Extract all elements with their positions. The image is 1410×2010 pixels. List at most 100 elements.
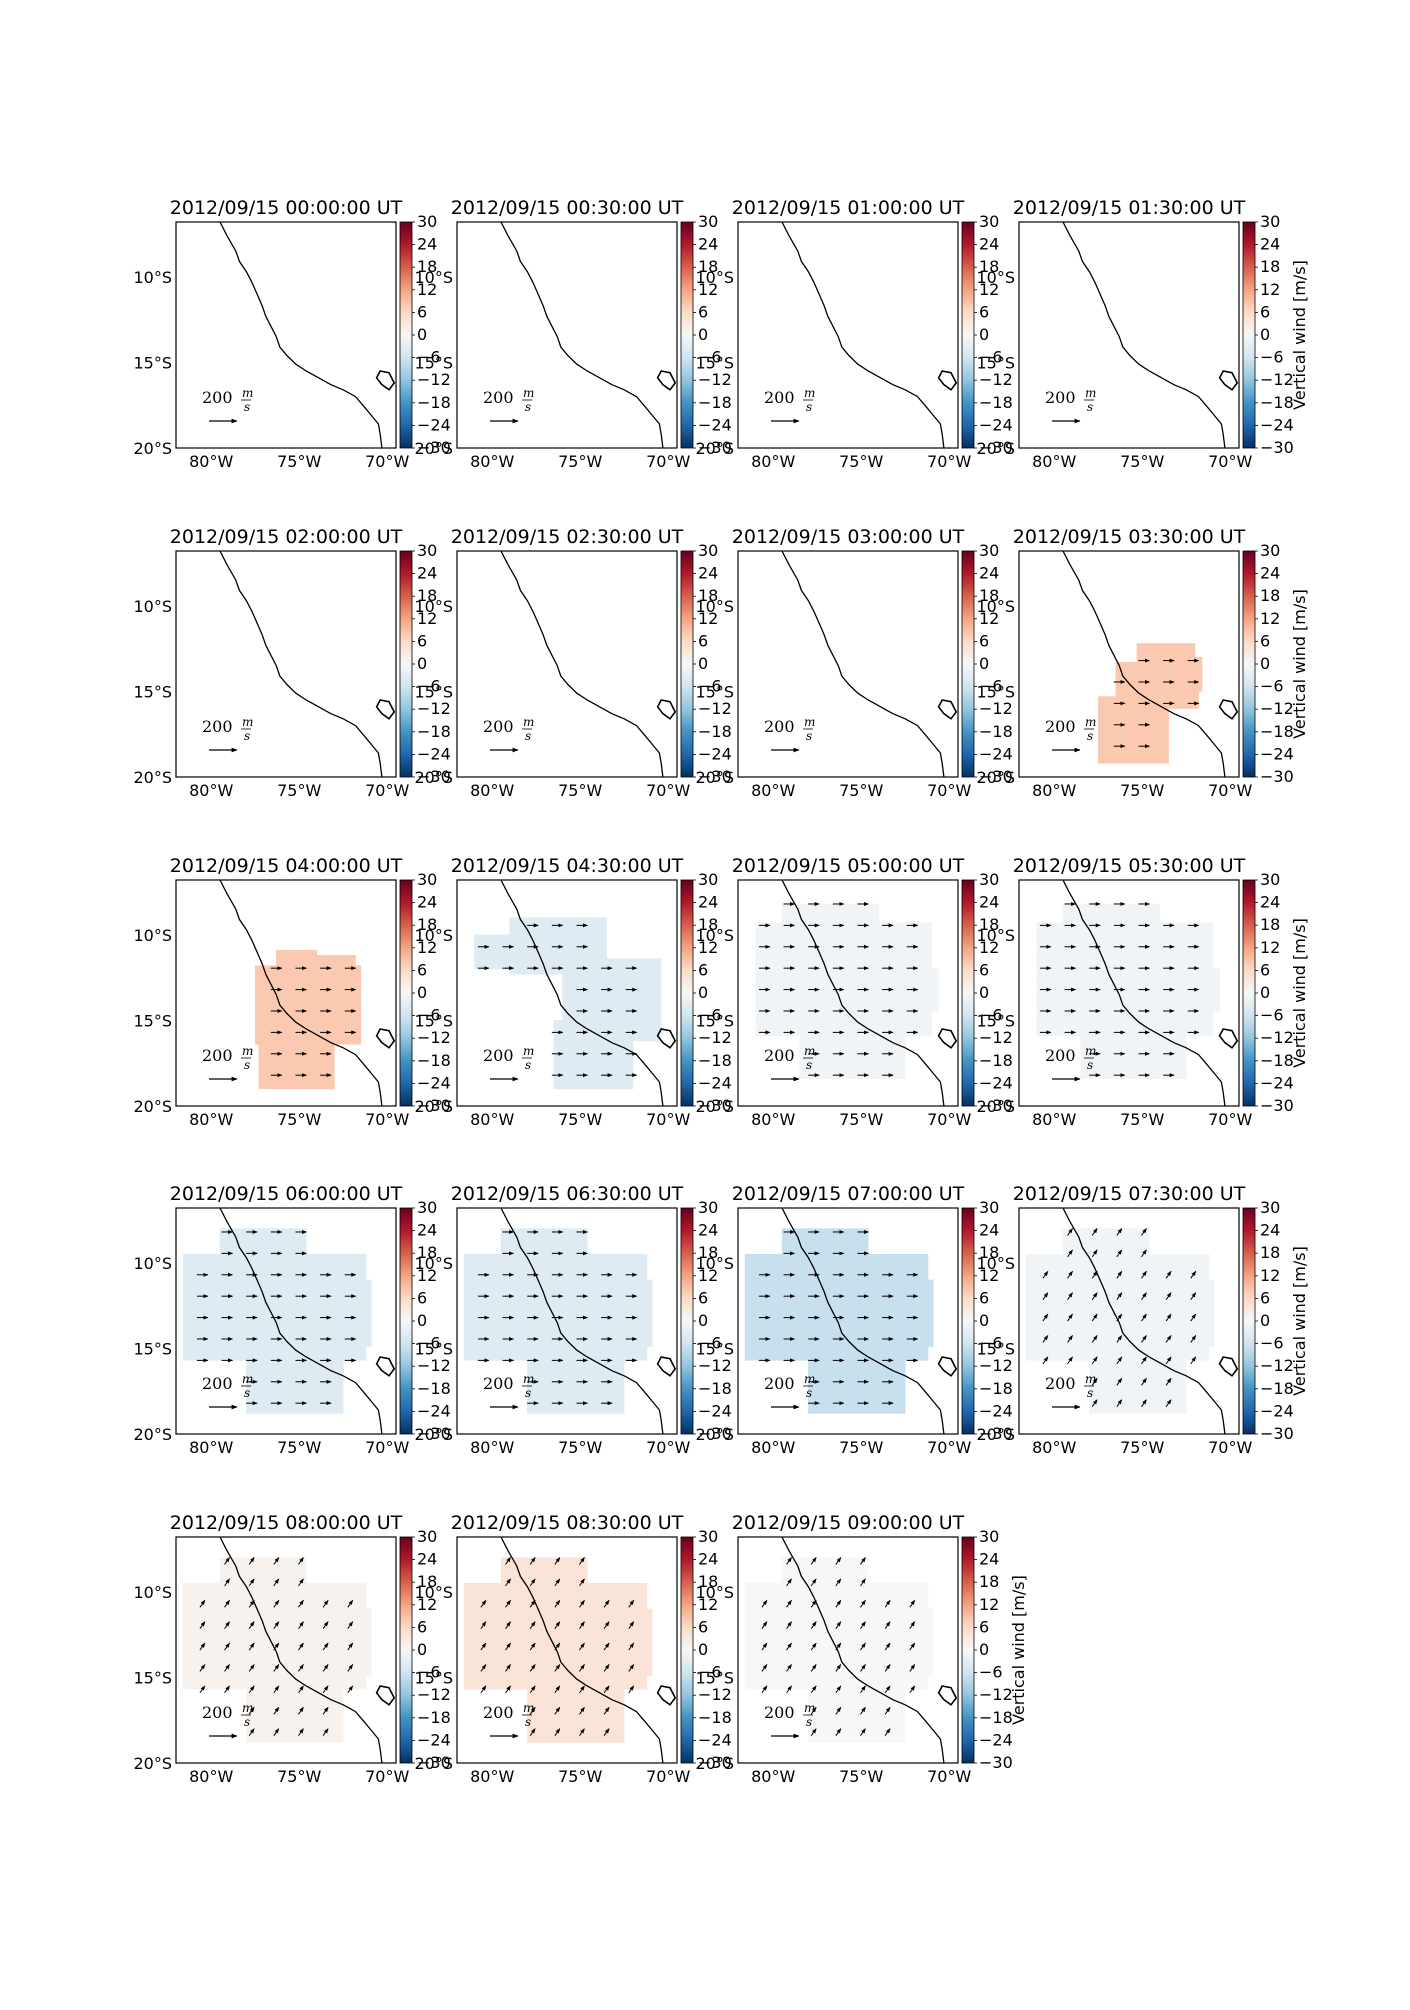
lat-tick-label: 20°S xyxy=(414,1754,453,1773)
wind-arrow xyxy=(298,1621,304,1629)
wind-cell xyxy=(1136,643,1196,665)
colorbar-tick-label: −24 xyxy=(698,744,732,763)
lat-tick-label: 10°S xyxy=(133,597,172,616)
lat-tick-label: 20°S xyxy=(695,1425,734,1444)
colorbar-tick-label: −6 xyxy=(979,677,1003,696)
wind-arrow xyxy=(322,1706,329,1715)
wind-arrow xyxy=(505,1578,511,1587)
wind-arrow xyxy=(835,1685,842,1694)
wind-arrow xyxy=(1141,1399,1147,1407)
colorbar-tick-label: 12 xyxy=(698,280,718,299)
wind-arrow xyxy=(554,1664,561,1672)
colorbar-tick-label: 6 xyxy=(417,631,427,650)
lake-outline xyxy=(1218,1028,1239,1049)
wind-arrow xyxy=(322,1642,329,1651)
colorbar-tick-label: 18 xyxy=(698,915,718,934)
horizontal-wind-arrows xyxy=(270,966,357,1078)
wind-arrow xyxy=(224,1642,230,1651)
colorbar-tick-label: 30 xyxy=(979,212,999,231)
coastline xyxy=(219,222,383,448)
scale-arrow: 200 ms xyxy=(202,715,253,753)
wind-arrow xyxy=(199,1685,206,1694)
colorbar-tick-label: −12 xyxy=(698,1685,732,1704)
wind-cell xyxy=(887,968,939,1013)
wind-cell xyxy=(320,1279,372,1347)
scale-unit-numerator: m xyxy=(1085,715,1096,729)
colorbar-tick-label: 18 xyxy=(1260,586,1280,605)
lon-tick-label: 75°W xyxy=(558,1767,602,1786)
colorbar-tick-label: 12 xyxy=(1260,938,1280,957)
scale-arrow: 200 ms xyxy=(764,715,815,753)
wind-arrow xyxy=(835,1664,842,1672)
map-area xyxy=(500,222,677,448)
scale-unit-denominator: s xyxy=(525,1058,531,1072)
colorbar-tick-label: 24 xyxy=(417,1550,437,1569)
colorbar-tick-label: 0 xyxy=(979,983,989,1002)
wind-arrow xyxy=(1067,1335,1073,1343)
wind-arrow xyxy=(603,1706,610,1715)
lat-tick-label: 20°S xyxy=(695,768,734,787)
colorbar-tick-label: −12 xyxy=(417,699,451,718)
colorbar-tick-label: 0 xyxy=(698,654,708,673)
wind-cell xyxy=(219,1557,307,1586)
colorbar-tick-label: 12 xyxy=(417,1595,437,1614)
colorbar-tick-label: 24 xyxy=(417,893,437,912)
scale-arrow: 200 ms xyxy=(483,1701,534,1739)
map-panel: 2012/09/15 05:30:00 UT 200 ms 10°S 15°S 20°S 8… xyxy=(976,855,1309,1129)
wind-arrow xyxy=(1091,1313,1098,1322)
colorbar-tick-label: 12 xyxy=(698,609,718,628)
scale-arrow: 200 ms xyxy=(202,386,253,424)
colorbar-tick-label: 0 xyxy=(698,1640,708,1659)
colorbar-gradient xyxy=(399,1207,413,1435)
lat-tick-label: 10°S xyxy=(133,926,172,945)
map-frame xyxy=(175,221,397,449)
lake-outline xyxy=(375,699,396,720)
wind-arrow xyxy=(273,1557,280,1565)
colorbar-tick-label: 24 xyxy=(1260,1221,1280,1240)
scale-unit-numerator: m xyxy=(523,715,534,729)
colorbar-tick-label: −30 xyxy=(417,1096,451,1115)
horizontal-wind-arrows xyxy=(477,1229,638,1406)
lon-tick-label: 70°W xyxy=(1208,1438,1252,1457)
wind-arrow xyxy=(579,1642,585,1651)
colorbar-label: Vertical wind [m/s] xyxy=(1009,1575,1028,1725)
map-area xyxy=(755,880,958,1106)
colorbar-tick-label: 0 xyxy=(979,325,989,344)
wind-arrow xyxy=(603,1599,610,1608)
coastline xyxy=(781,222,945,448)
lon-tick-label: 70°W xyxy=(646,1438,690,1457)
scale-value: 200 xyxy=(483,1374,514,1393)
scale-value: 200 xyxy=(202,717,233,736)
wind-arrow xyxy=(199,1599,206,1608)
wind-arrow xyxy=(529,1685,536,1694)
colorbar-tick-label: −6 xyxy=(1260,1006,1284,1025)
scale-unit-denominator: s xyxy=(1087,400,1093,414)
wind-arrow xyxy=(1165,1356,1172,1365)
colorbar-label: Vertical wind [m/s] xyxy=(1290,918,1309,1068)
wind-cell xyxy=(307,955,356,970)
wind-arrow xyxy=(579,1557,585,1565)
lon-tick-label: 70°W xyxy=(1208,1110,1252,1129)
lat-tick-label: 20°S xyxy=(695,1754,734,1773)
scale-unit-numerator: m xyxy=(804,1701,815,1715)
colorbar-tick-label: 12 xyxy=(1260,1266,1280,1285)
colorbar-tick-label: −6 xyxy=(417,1006,441,1025)
wind-cell xyxy=(500,1557,588,1586)
colorbar-tick-label: 30 xyxy=(979,1198,999,1217)
wind-arrow xyxy=(248,1557,255,1565)
horizontal-wind-arrows xyxy=(758,1229,919,1406)
wind-arrow xyxy=(322,1599,329,1608)
map-frame xyxy=(456,879,678,1107)
colorbar-tick-label: −12 xyxy=(979,1028,1013,1047)
colorbar-tick-label: 12 xyxy=(698,938,718,957)
scale-unit-denominator: s xyxy=(525,1715,531,1729)
lon-tick-label: 75°W xyxy=(1120,1438,1164,1457)
colorbar-tick-label: −18 xyxy=(417,1379,451,1398)
lat-tick-label: 10°S xyxy=(976,926,1015,945)
colorbar-tick-label: −24 xyxy=(979,415,1013,434)
lon-tick-label: 75°W xyxy=(839,1767,883,1786)
wind-arrow xyxy=(579,1728,585,1736)
wind-arrow xyxy=(1042,1356,1049,1365)
lat-tick-label: 15°S xyxy=(976,1339,1015,1358)
